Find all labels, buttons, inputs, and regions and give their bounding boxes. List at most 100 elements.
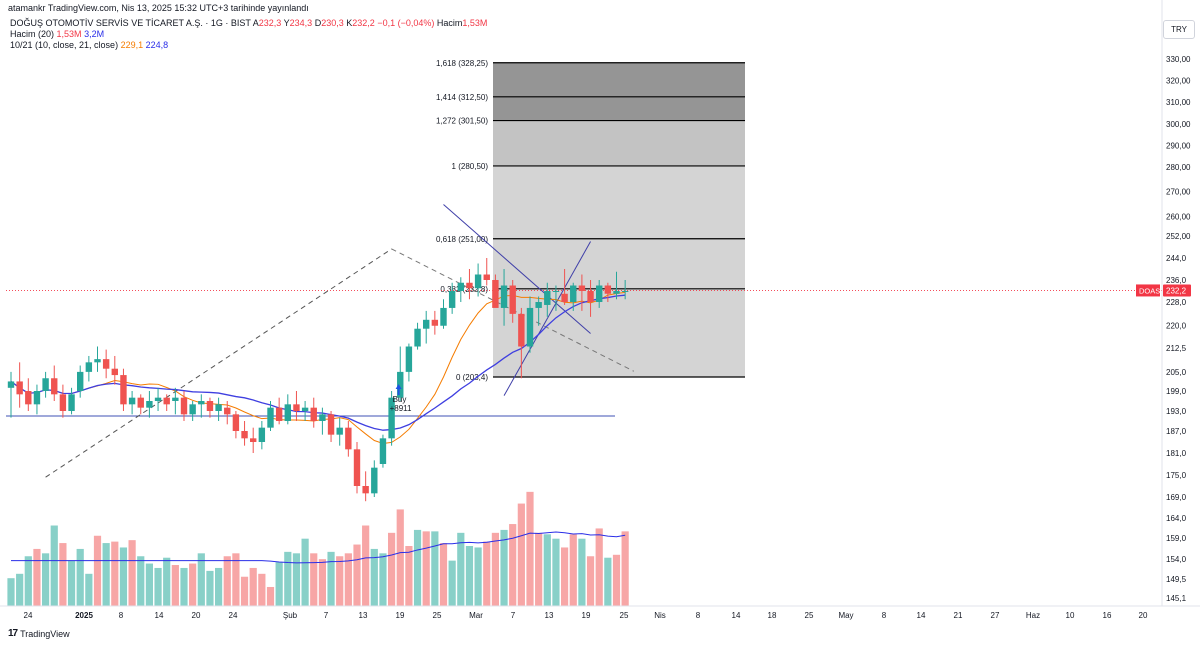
candle-body	[284, 404, 291, 421]
volume-ma-value-1: 1,53M	[56, 29, 82, 39]
volume-bar	[612, 554, 621, 606]
time-tick-label: 20	[192, 611, 201, 620]
candle-body	[587, 291, 594, 302]
candle-body	[189, 404, 196, 415]
volume-bar	[379, 553, 387, 606]
published-line: atamankr TradingView.com, Nis 13, 2025 1…	[8, 3, 309, 13]
candle-body	[500, 285, 508, 308]
volume-bar	[85, 573, 93, 606]
time-tick-label: 8	[696, 611, 701, 620]
candle-body	[180, 397, 188, 415]
time-tick-label: 25	[433, 611, 442, 620]
fibonacci-extension[interactable]: 1,618 (328,25) 1,414 (312,50) 1,272 (301,5…	[436, 59, 745, 382]
volume-bar	[604, 557, 612, 606]
high-value: 234,3	[289, 18, 313, 28]
candle-body	[388, 397, 395, 439]
ma-label: 10/21 (10, close, 21, close)	[10, 40, 119, 50]
candle-body	[448, 291, 456, 308]
candle-body	[163, 397, 170, 405]
footer-brand[interactable]: 17 TradingView	[8, 628, 70, 639]
time-tick-label: 25	[620, 611, 629, 620]
time-tick-label: May	[838, 611, 853, 620]
price-tick-label: 270,00	[1166, 188, 1191, 197]
candle-body	[457, 282, 464, 291]
candle-body	[7, 381, 15, 388]
volume-bar	[457, 532, 465, 606]
legend: DOĞUŞ OTOMOTİV SERVİS VE TİCARET A.Ş. · …	[10, 18, 487, 51]
time-tick-label: 24	[24, 611, 33, 620]
buy-label: Buy	[393, 395, 407, 404]
close-value: 232,2	[352, 18, 375, 28]
candle-body	[250, 438, 257, 442]
volume-bar	[586, 556, 595, 606]
time-tick-label: 16	[1103, 611, 1112, 620]
rising-trendline	[503, 241, 591, 396]
volume-bar	[249, 567, 257, 606]
price-tick-label: 320,00	[1166, 77, 1191, 86]
volume-value: 1,53M	[462, 18, 488, 28]
close-label: K	[346, 18, 353, 28]
symbol-tag	[1136, 284, 1160, 297]
price-tick-label: 236,0	[1166, 276, 1187, 285]
volume-bar	[137, 556, 145, 606]
ma-row[interactable]: 10/21 (10, close, 21, close) 229,1 224,8	[10, 40, 487, 51]
candle-body	[59, 394, 67, 411]
volume-bar	[561, 547, 569, 606]
time-tick-label: Şub	[283, 611, 298, 620]
candle-body	[198, 401, 205, 405]
volume-bar	[353, 544, 361, 606]
fib-zone	[493, 238, 745, 289]
volume-ma-line	[11, 531, 626, 564]
volume-label: Hacim	[436, 18, 463, 28]
candle-body	[336, 427, 343, 435]
dashed-trend-up	[45, 248, 392, 478]
fib-level-label: 0 (203,4)	[456, 373, 488, 382]
volume-bar	[76, 548, 84, 606]
time-tick-label: 14	[917, 611, 926, 620]
time-tick-label: 21	[954, 611, 963, 620]
candle-body	[51, 378, 58, 395]
candle-body	[604, 285, 612, 294]
volume-bar	[569, 534, 577, 606]
price-tick-label: 228,0	[1166, 298, 1187, 307]
currency-button[interactable]: TRY	[1163, 20, 1195, 39]
price-tick-label: 330,00	[1166, 55, 1191, 64]
candle-body	[293, 404, 300, 411]
price-tick-label: 181,0	[1166, 449, 1187, 458]
price-tick-label: 205,0	[1166, 368, 1187, 377]
candle-body	[241, 431, 248, 439]
volume-ma-row[interactable]: Hacim (20) 1,53M 3,2M	[10, 29, 487, 40]
last-price-tag	[1163, 284, 1191, 297]
volume-bar	[483, 541, 491, 606]
price-tick-label: 164,0	[1166, 514, 1187, 523]
volume-bar	[266, 586, 275, 606]
fib-level-label: 0,382 (232,8)	[440, 285, 488, 294]
volume-bar	[292, 553, 301, 606]
price-tick-label: 290,00	[1166, 141, 1191, 150]
candle-body	[483, 274, 490, 280]
candle-body	[206, 401, 214, 411]
volume-bar	[163, 557, 171, 606]
price-tick-label: 260,00	[1166, 212, 1191, 221]
price-tick-label: 193,0	[1166, 407, 1187, 416]
price-tick-label: 244,0	[1166, 254, 1187, 263]
volume-bar	[171, 565, 179, 606]
price-tick-label: 220,0	[1166, 322, 1187, 331]
buy-arrow-icon	[395, 384, 402, 395]
volume-bar	[310, 553, 318, 606]
candle-body	[33, 391, 41, 405]
candle-body	[353, 449, 361, 486]
price-tick-label: 280,00	[1166, 163, 1191, 172]
open-value: 232,3	[258, 18, 282, 28]
candle-body	[327, 414, 335, 435]
fib-level-label: 1,272 (301,50)	[436, 117, 488, 126]
time-tick-label: 18	[768, 611, 777, 620]
candle-body	[518, 313, 525, 347]
volume-bar	[93, 535, 102, 606]
volume-bar	[474, 547, 482, 606]
volume-bar	[206, 570, 214, 606]
time-tick-label: Mar	[469, 611, 483, 620]
volume-bar	[517, 503, 525, 606]
time-tick-label: 19	[396, 611, 405, 620]
